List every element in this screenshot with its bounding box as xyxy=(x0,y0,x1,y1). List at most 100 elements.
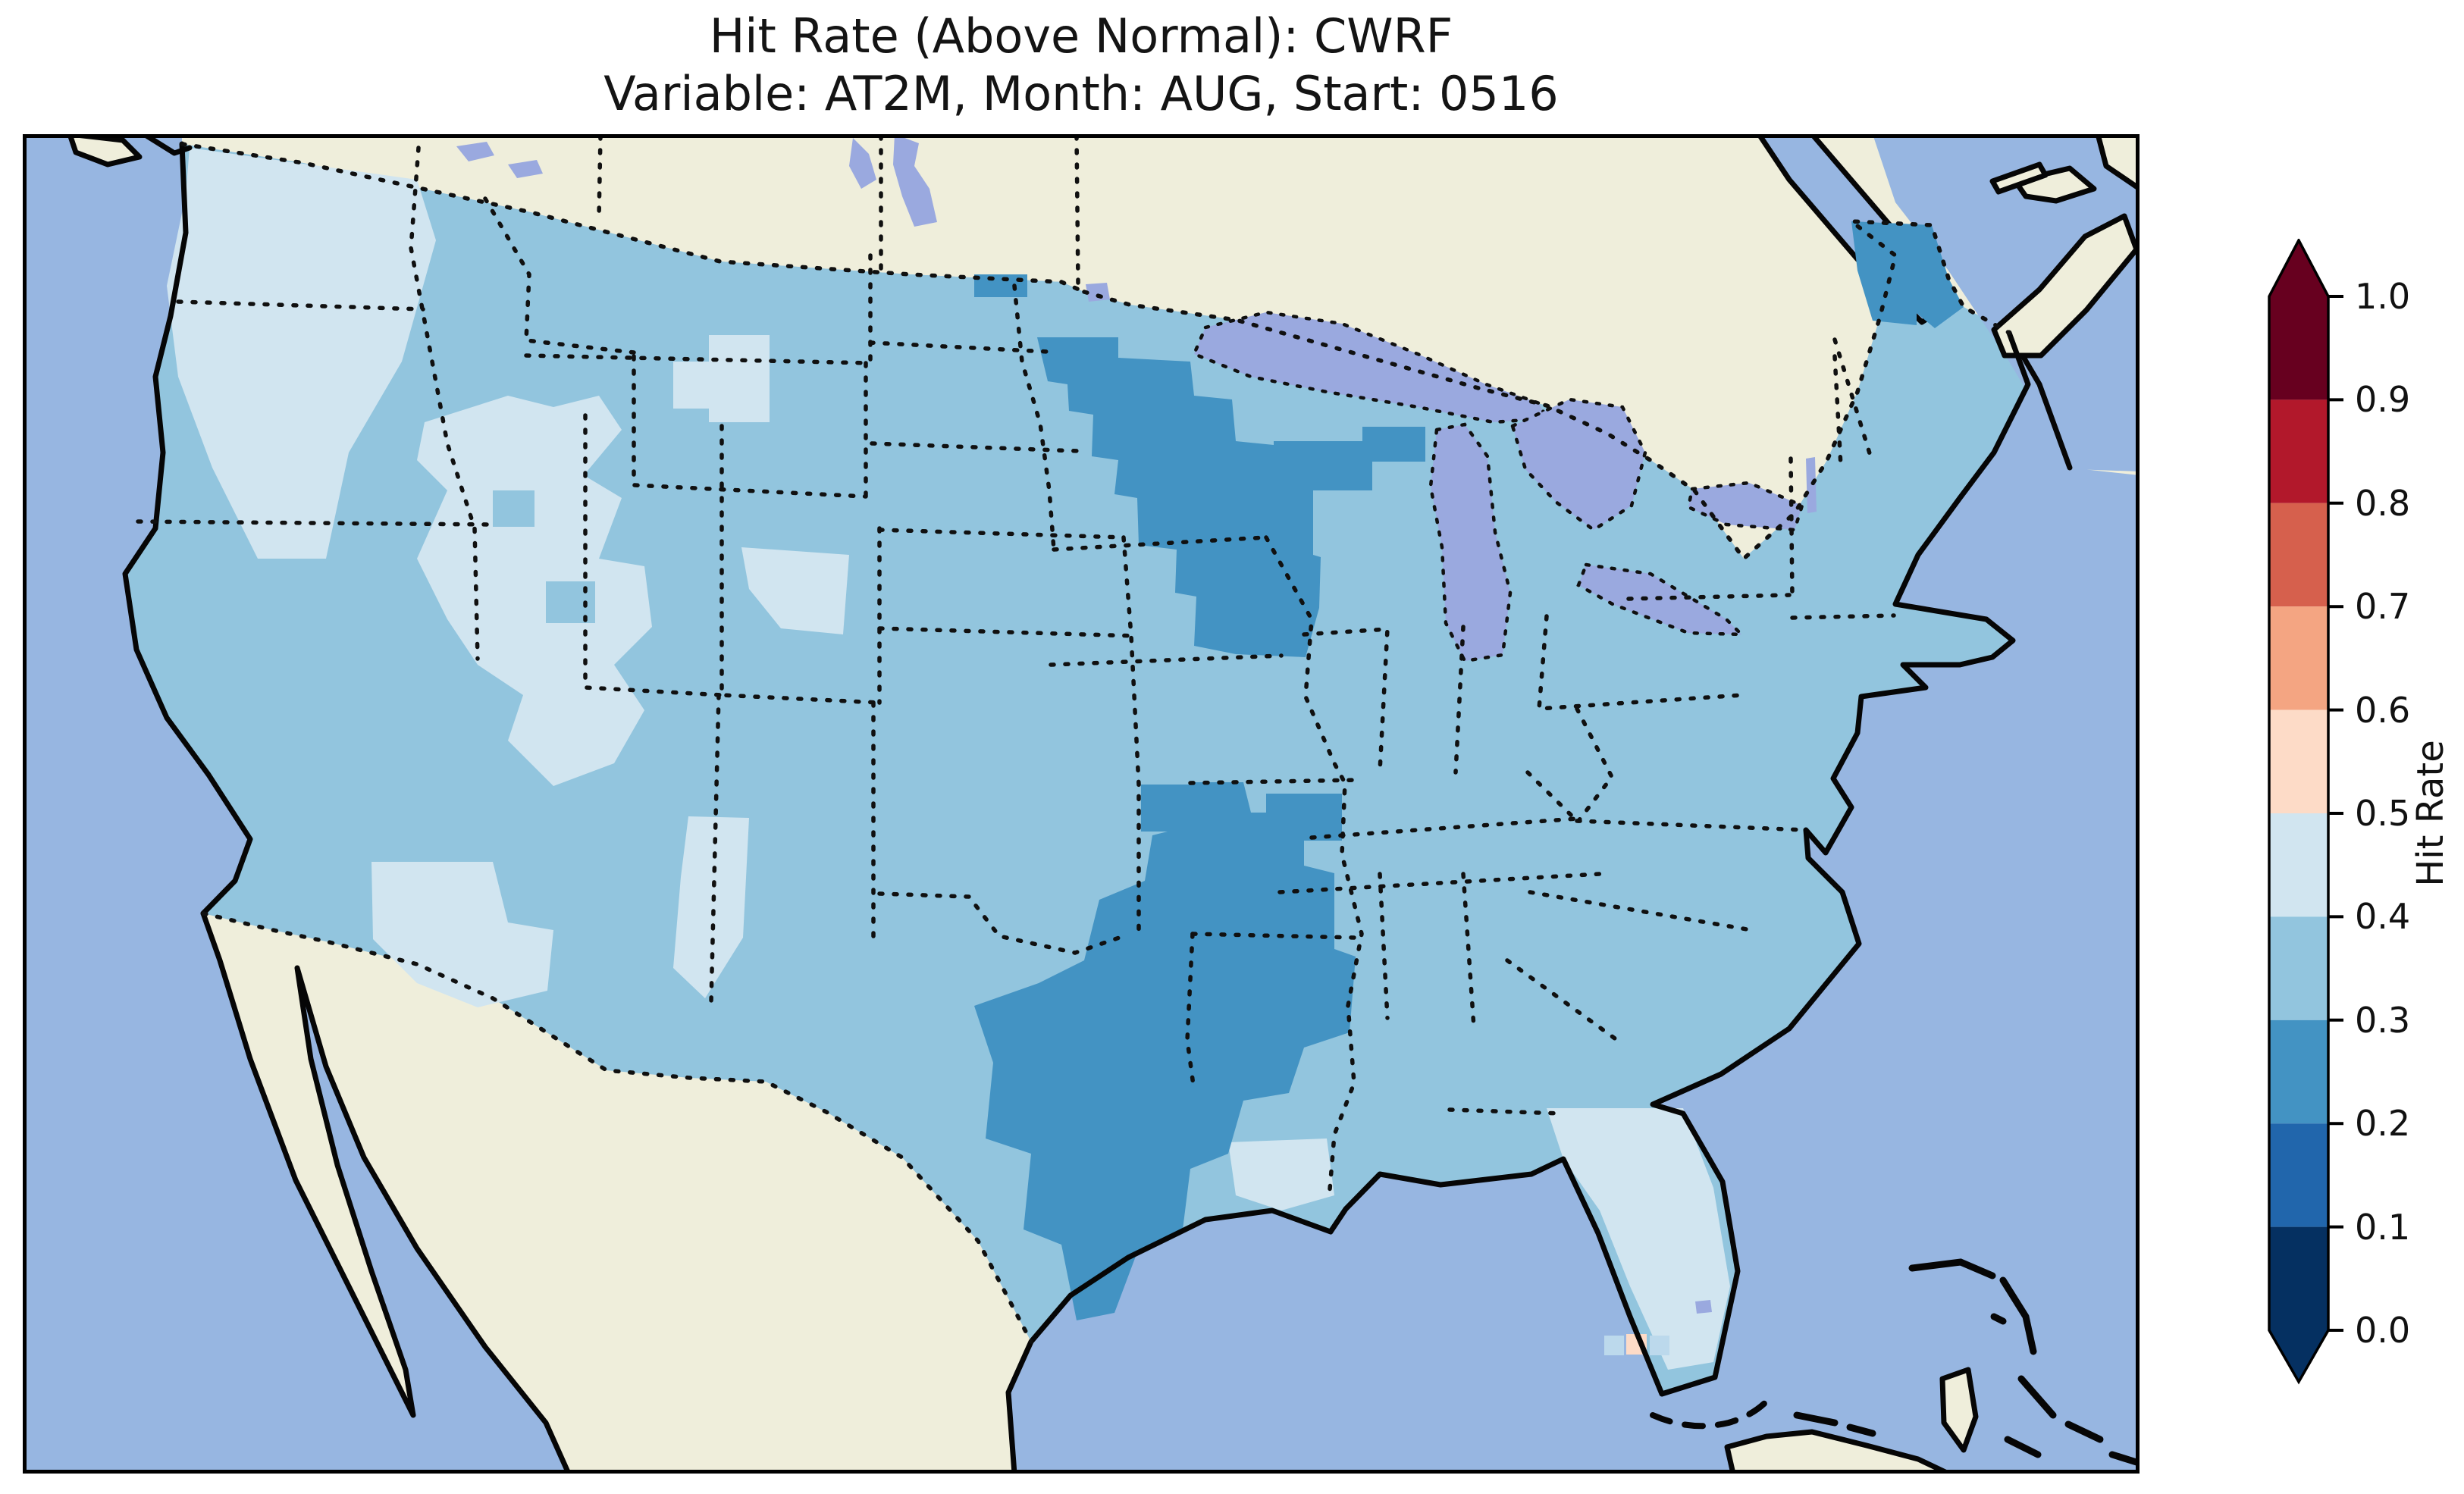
mn-wi-dark-patch xyxy=(1037,337,1321,657)
gulf-atlantic-coast xyxy=(1005,330,2031,1477)
colorbar-tick: 0.2 xyxy=(2355,1103,2411,1144)
bimini xyxy=(1990,1313,2007,1325)
colorbar-cap-top xyxy=(2269,240,2328,296)
state-line xyxy=(1461,872,1476,1029)
lake-of-the-woods xyxy=(1086,283,1110,302)
cuba-keys-2 xyxy=(1846,1424,1876,1437)
colorbar-tick: 0.1 xyxy=(2355,1207,2411,1248)
us-canada-border-west xyxy=(180,142,1086,294)
figure-title: Hit Rate (Above Normal): CWRF Variable: … xyxy=(23,8,2140,123)
keys-cell-blue-1 xyxy=(1604,1336,1624,1355)
state-line xyxy=(1188,778,1359,785)
state-line xyxy=(877,528,1126,540)
colorbar-axis-label: Hit Rate xyxy=(2409,740,2452,887)
state-line xyxy=(409,146,480,661)
colorbar-segment xyxy=(2269,503,2328,607)
colorbar-segment xyxy=(2269,1123,2328,1227)
pacific-coast xyxy=(122,141,253,916)
colorado-light-patch xyxy=(741,547,849,634)
state-line xyxy=(1264,535,1364,1192)
colorbar-tick: 0.7 xyxy=(2355,586,2411,627)
new-mexico-light-strip xyxy=(673,816,749,998)
state-line xyxy=(1626,593,1792,601)
colorbar-cap-bottom xyxy=(2269,1330,2328,1382)
exuma xyxy=(2004,1436,2042,1458)
lake-michigan xyxy=(1428,422,1513,663)
crooked-island xyxy=(2108,1451,2140,1466)
grand-bahama xyxy=(1908,1258,1996,1279)
map-canvas xyxy=(23,131,2143,1477)
state-line xyxy=(136,519,494,527)
new-orleans-light-patch xyxy=(1228,1139,1334,1211)
lake-winnipeg xyxy=(893,134,937,227)
bahamas-islands xyxy=(1793,1258,2140,1466)
long-island-bahamas xyxy=(2064,1420,2104,1443)
state-line xyxy=(870,441,1080,453)
colorbar-segment xyxy=(2269,709,2328,813)
colorbar-tick: 0.9 xyxy=(2355,379,2411,420)
colorbar-segment xyxy=(2269,606,2328,710)
state-line xyxy=(1832,337,1872,456)
colorbar-segment xyxy=(2269,916,2328,1020)
hit-rate-02-03-patches xyxy=(974,221,1964,1320)
country-borders xyxy=(180,133,2011,1344)
state-line xyxy=(877,626,1138,638)
keys-cell-blue-2 xyxy=(1650,1336,1669,1355)
lake-ontario xyxy=(1686,481,1804,532)
cuba-keys-1 xyxy=(1793,1411,1839,1427)
pnw-light-patch xyxy=(167,148,436,559)
colorbar-tick: 1.0 xyxy=(2355,276,2411,317)
colorbar-segment xyxy=(2269,1226,2328,1330)
mb-on-provincial-border xyxy=(1074,133,1080,285)
colorbar-segment xyxy=(2269,296,2328,400)
state-line xyxy=(1575,819,1808,832)
prince-edward-island xyxy=(2012,165,2097,204)
colorbar-tick: 0.8 xyxy=(2355,483,2411,524)
canada-lake-west-1 xyxy=(456,142,494,161)
colorbar-tickmarks xyxy=(2328,295,2343,1332)
colorbar-tick: 0.5 xyxy=(2355,793,2411,834)
montana-light-patch2 xyxy=(673,362,713,409)
us-mexico-border xyxy=(201,911,1033,1344)
basin-speckle-1 xyxy=(493,490,534,527)
basin-speckle-2 xyxy=(546,581,595,623)
canada-lake-west-2 xyxy=(508,160,543,178)
anticosti-island xyxy=(1989,161,2049,195)
eleuthera xyxy=(2017,1375,2057,1419)
lake-okeechobee xyxy=(1695,1300,1712,1314)
missouri-dark-cells-b xyxy=(1266,794,1342,841)
map-frame xyxy=(23,134,2140,1474)
state-line xyxy=(1575,706,1615,823)
colorbar-tick: 0.6 xyxy=(2355,690,2411,731)
state-line xyxy=(868,340,1050,354)
gulf-st-lawrence xyxy=(1873,134,2140,471)
state-line xyxy=(1302,627,1390,773)
state-line xyxy=(1788,456,1795,599)
state-line xyxy=(719,424,882,705)
mexico-baja-coast xyxy=(200,910,572,1477)
lake-superior xyxy=(1192,310,1550,424)
mexico-landmass xyxy=(203,913,1031,1474)
state-line xyxy=(1277,872,1602,894)
state-line xyxy=(1378,872,1390,1020)
state-line xyxy=(1536,614,1745,711)
maine-dark-patch xyxy=(1851,221,1964,328)
state-line xyxy=(483,196,636,355)
state-line xyxy=(632,354,868,499)
canada-landmass xyxy=(182,134,2140,559)
great-basin-light-patch xyxy=(417,396,652,786)
state-line xyxy=(1447,1107,1564,1116)
state-line xyxy=(877,891,1130,955)
state-line xyxy=(1121,535,1141,936)
michigan-dark-cells xyxy=(1362,427,1425,462)
state-line xyxy=(1528,890,1754,932)
hit-rate-04-05-patches xyxy=(167,148,1730,1370)
florida-keys xyxy=(1650,1389,1777,1430)
lake-champlain xyxy=(1806,457,1817,513)
colorbar-tick: 0.4 xyxy=(2355,896,2411,937)
florida-light-patch xyxy=(1547,1108,1730,1370)
colorbar-segment xyxy=(2269,1019,2328,1124)
coastlines xyxy=(122,131,2031,1477)
state-line xyxy=(1052,535,1268,552)
